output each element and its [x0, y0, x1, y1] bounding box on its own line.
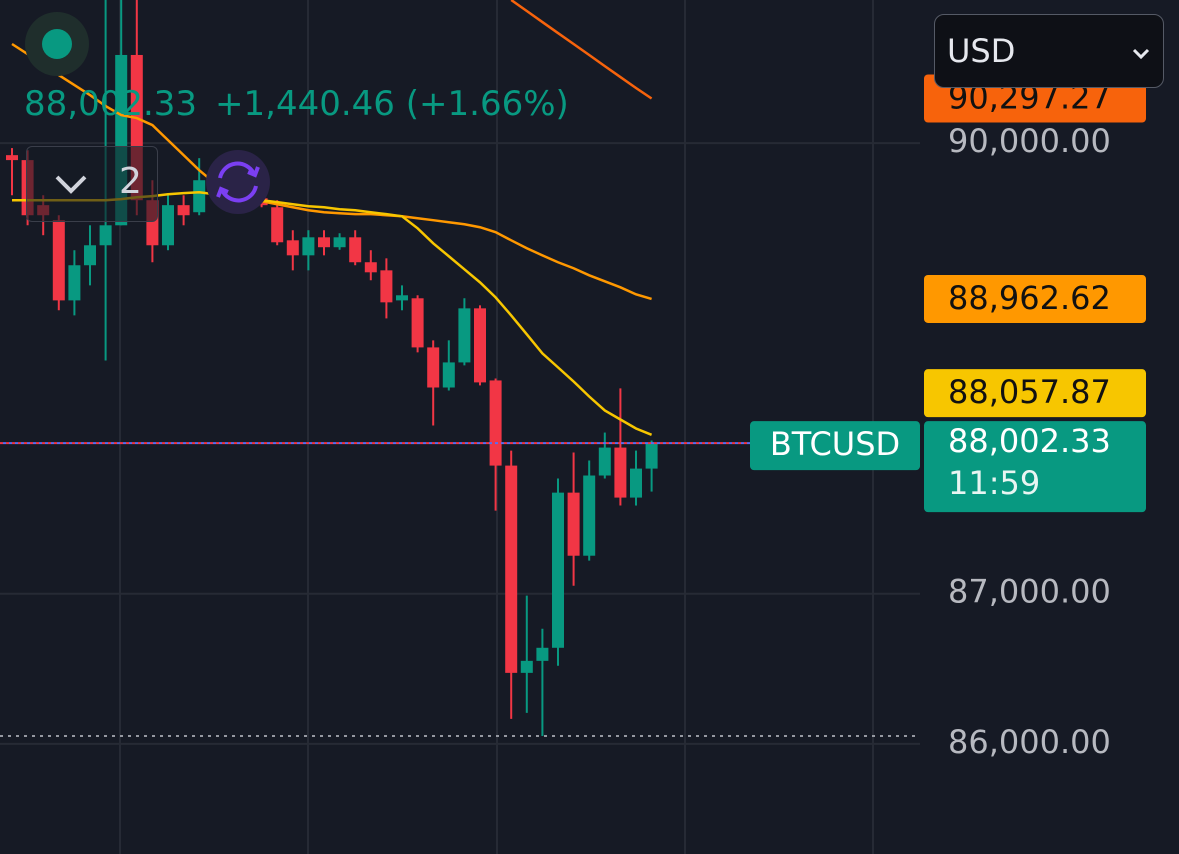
candle-body	[302, 237, 315, 256]
candle-body	[52, 220, 65, 301]
candle-body	[598, 447, 611, 476]
candle-body	[442, 362, 455, 388]
symbol-label: BTCUSD	[770, 425, 900, 463]
ma-tag	[924, 369, 1146, 418]
candle-body	[318, 237, 330, 248]
indicator-toggle[interactable]: 2	[26, 146, 158, 222]
price-tag	[924, 421, 1146, 513]
ma-tag	[924, 274, 1146, 323]
candle-body	[193, 180, 206, 213]
ma-label: 88,962.62	[948, 279, 1111, 317]
candle-body	[458, 308, 471, 363]
price-label: 88,002.33	[948, 422, 1111, 460]
candle-body	[84, 245, 96, 266]
currency-select[interactable]: USD	[934, 14, 1164, 88]
header: 88,002.33 +1,440.46 (+1.66%)	[24, 84, 587, 124]
y-tick-label: 86,000.00	[948, 723, 1111, 761]
symbol-tag	[750, 421, 920, 471]
candle-body	[552, 492, 564, 648]
candle-body	[380, 270, 393, 303]
candle-body	[349, 237, 362, 263]
candle-body	[177, 205, 190, 216]
moving-average	[510, 0, 653, 100]
candle-body	[474, 308, 486, 383]
currency: USD	[947, 32, 1016, 70]
candle-body	[489, 380, 502, 466]
y-tick-label: 90,000.00	[948, 122, 1111, 160]
candle-body	[614, 447, 627, 498]
ma-label: 88,057.87	[948, 373, 1111, 411]
last-price: 88,002.33	[24, 84, 198, 124]
candle-body	[6, 155, 18, 161]
candle-body	[583, 475, 596, 556]
replay-icon[interactable]	[198, 142, 278, 222]
candle-body	[520, 660, 533, 673]
moving-average	[11, 42, 652, 301]
candle-body	[536, 647, 549, 661]
y-tick-label: 87,000.00	[948, 573, 1111, 611]
candle-body	[505, 465, 518, 673]
candle-body	[396, 295, 408, 301]
status-icon	[25, 12, 89, 76]
candle-body	[427, 347, 440, 388]
candle-body	[162, 205, 174, 246]
countdown: 11:59	[948, 464, 1040, 502]
candle-body	[286, 240, 299, 256]
candle-body	[364, 262, 377, 273]
candle-body	[411, 298, 424, 348]
candle-body	[645, 443, 658, 469]
candle-body	[333, 237, 346, 248]
candle-body	[271, 207, 284, 243]
candle-body	[68, 265, 81, 301]
candle-body	[567, 492, 580, 556]
candle-body	[630, 468, 642, 498]
change: +1,440.46 (+1.66%)	[215, 84, 569, 124]
indicator-count: 2	[119, 161, 142, 202]
candle-body	[99, 225, 112, 246]
